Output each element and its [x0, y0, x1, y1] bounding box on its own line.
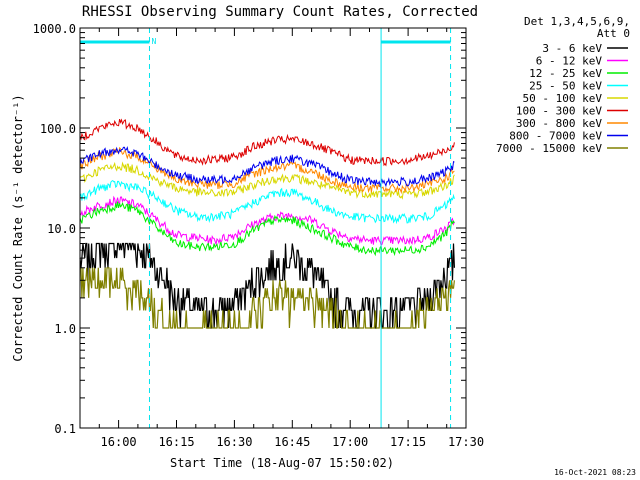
series-line-6: [79, 118, 455, 167]
series-line-2: [79, 195, 455, 247]
x-tick-label-4: 16:45: [274, 435, 310, 449]
legend-label-9: 7000 - 15000 keV: [496, 142, 602, 155]
y-tick-label-5: 1000.0: [33, 22, 76, 36]
legend-header-line-1: Det 1,3,4,5,6,9,: [524, 15, 630, 28]
legend-label-2: 6 - 12 keV: [536, 55, 603, 68]
marker-layer: N: [79, 28, 452, 428]
legend-label-4: 25 - 50 keV: [529, 80, 602, 93]
y-tick-label-4: 100.0: [40, 122, 76, 136]
legend-label-7: 300 - 800 keV: [516, 117, 602, 130]
x-axis-label: Start Time (18-Aug-07 15:50:02): [170, 456, 394, 470]
series-line-4: [79, 179, 455, 225]
series-layer: [79, 118, 455, 329]
y-axis-label: Corrected Count Rate (s⁻¹ detector⁻¹): [11, 94, 25, 361]
series-line-8: [79, 146, 455, 188]
y-tick-label-1: 0.1: [54, 422, 76, 436]
plot-frame: [79, 27, 467, 429]
x-tick-label-5: 17:00: [332, 435, 368, 449]
series-line-5: [79, 161, 455, 200]
legend-label-6: 100 - 300 keV: [516, 105, 602, 118]
chart-title: RHESSI Observing Summary Count Rates, Co…: [82, 4, 478, 20]
legend-label-3: 12 - 25 keV: [529, 67, 602, 80]
x-tick-label-1: 16:00: [101, 435, 137, 449]
axis-layer: 0.1 1.0 10.0 100.0 1000.0 16:00 16:15 16:30 16:4…: [33, 22, 484, 449]
timestamp: 16-Oct-2021 08:23: [554, 468, 636, 477]
legend-header-line-2: Att 0: [597, 27, 630, 40]
legend-label-5: 50 - 100 keV: [523, 92, 603, 105]
legend-label-8: 800 - 7000 keV: [509, 130, 602, 143]
y-tick-label-2: 1.0: [54, 322, 76, 336]
series-line-9: [80, 267, 455, 329]
flag-label: N: [151, 37, 156, 46]
legend-label-1: 3 - 6 keV: [542, 42, 602, 55]
x-tick-label-6: 17:15: [390, 435, 426, 449]
series-line-7: [79, 146, 455, 195]
y-tick-label-3: 10.0: [47, 222, 76, 236]
series-line-1: [79, 242, 455, 329]
series-line-3: [79, 201, 455, 257]
x-tick-label-2: 16:15: [158, 435, 194, 449]
x-tick-label-3: 16:30: [216, 435, 252, 449]
x-tick-label-7: 17:30: [448, 435, 484, 449]
